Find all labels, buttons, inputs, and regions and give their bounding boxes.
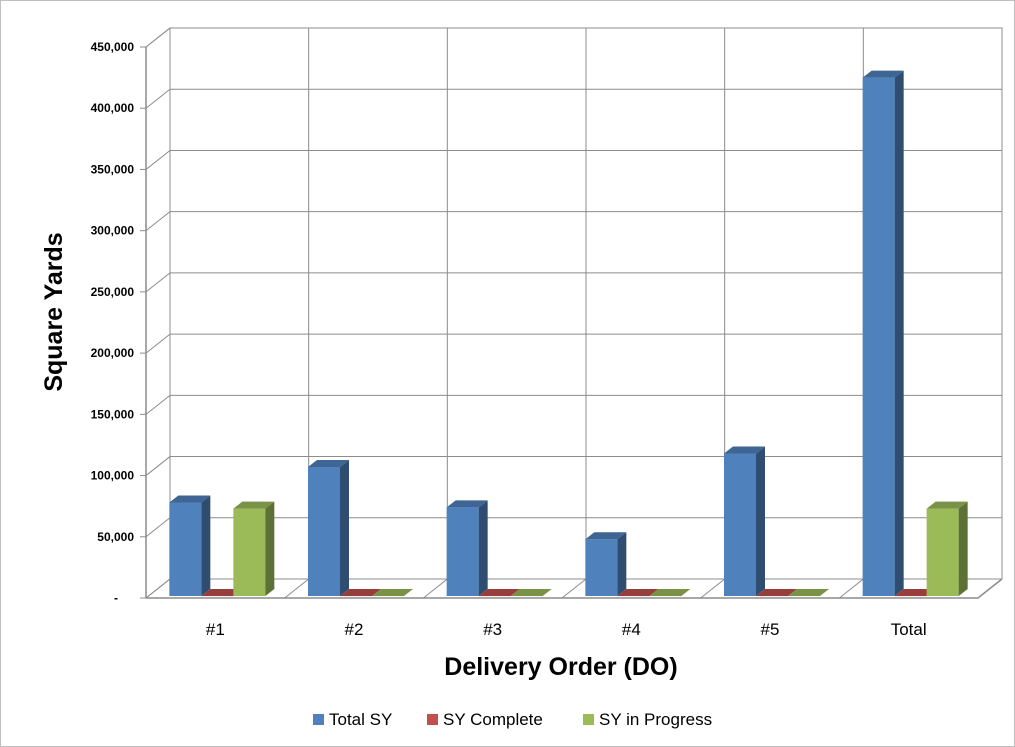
- floor-divider: [700, 578, 725, 599]
- bar-top: [478, 589, 520, 596]
- floor-divider: [839, 578, 864, 599]
- legend-label: SY Complete: [443, 710, 543, 729]
- legend-item: SY in Progress: [583, 710, 712, 729]
- x-tick-label: #3: [483, 620, 502, 639]
- bar: [756, 589, 797, 597]
- y-tick-label: 50,000: [97, 530, 134, 544]
- bar-front: [233, 508, 266, 596]
- bar-side: [265, 501, 275, 596]
- bar: [169, 495, 211, 596]
- y-axis-ticks: - 50,000 100,000 150,000 200,000 250,000 300,0…: [91, 40, 146, 605]
- chart-bars: [169, 70, 968, 597]
- bar-front: [724, 453, 756, 596]
- bar-top: [308, 459, 349, 467]
- x-tick-label: #4: [622, 620, 641, 639]
- bar-top: [926, 501, 968, 509]
- y-tick-label: 300,000: [91, 224, 135, 238]
- bar-top: [894, 589, 936, 596]
- bar: [724, 446, 765, 596]
- legend-swatch: [583, 714, 594, 725]
- bar-front: [585, 539, 618, 596]
- x-tick-label: #2: [345, 620, 364, 639]
- bar-top: [510, 589, 552, 596]
- gridline: [145, 27, 1002, 48]
- bar-top: [649, 589, 691, 596]
- bar-side: [756, 446, 765, 596]
- y-tick-label: 100,000: [91, 469, 135, 483]
- legend-label: SY in Progress: [599, 710, 712, 729]
- bar-side: [201, 495, 211, 596]
- floor-divider: [561, 578, 587, 599]
- y-tick-label: 150,000: [91, 407, 135, 421]
- bar-top: [617, 589, 659, 596]
- bar-side: [617, 532, 627, 596]
- bar-side: [478, 500, 488, 596]
- x-tick-label: Total: [891, 620, 927, 639]
- x-axis-ticks: #1 #2 #3 #4 #5 Total: [206, 620, 927, 639]
- bar: [372, 589, 413, 597]
- bar-front: [308, 466, 340, 596]
- y-tick-label: 250,000: [91, 285, 135, 299]
- y-tick-label: 200,000: [91, 346, 135, 360]
- bar: [585, 532, 627, 596]
- bar: [340, 589, 381, 597]
- x-tick-label: #1: [206, 620, 225, 639]
- bar-top: [756, 589, 797, 596]
- floor-edge: [145, 578, 171, 599]
- bar: [788, 589, 829, 597]
- bar: [201, 589, 243, 597]
- bar-top: [233, 501, 275, 509]
- legend-swatch: [427, 714, 438, 725]
- y-tick-label: 400,000: [91, 101, 135, 115]
- y-axis-title: Square Yards: [40, 232, 68, 391]
- bar-top: [169, 495, 211, 503]
- bar-side: [340, 459, 349, 596]
- bar-front: [446, 507, 479, 596]
- bar-side: [894, 70, 904, 597]
- floor-divider: [977, 578, 1003, 599]
- bar-top: [788, 589, 829, 596]
- y-tick-label: 450,000: [91, 40, 135, 54]
- y-tick-label: -: [114, 591, 118, 605]
- bar-front: [862, 77, 895, 597]
- bar: [617, 589, 659, 597]
- y-tick-label: 350,000: [91, 162, 135, 176]
- legend-item: Total SY: [313, 710, 392, 729]
- legend-label: Total SY: [329, 710, 392, 729]
- bar: [446, 500, 488, 596]
- floor-divider: [423, 578, 448, 599]
- bar: [510, 589, 552, 597]
- bar-front: [169, 502, 202, 596]
- bar-top: [340, 589, 381, 596]
- bar: [478, 589, 520, 597]
- x-axis-title: Delivery Order (DO): [444, 653, 677, 681]
- legend-item: SY Complete: [427, 710, 543, 729]
- bar-side: [958, 501, 968, 596]
- floor-divider: [284, 578, 309, 599]
- chart-legend: Total SY SY Complete SY in Progress: [313, 710, 712, 729]
- bar: [926, 501, 968, 596]
- chart-grid: [145, 27, 1003, 599]
- bar-front: [926, 508, 959, 596]
- bar: [862, 70, 904, 597]
- bar-top: [724, 446, 765, 454]
- bar-top: [446, 500, 488, 508]
- bar-top: [201, 589, 243, 596]
- bar: [649, 589, 691, 597]
- bar-top: [862, 70, 904, 78]
- bar: [308, 459, 349, 596]
- x-tick-label: #5: [761, 620, 780, 639]
- bar-top: [372, 589, 413, 596]
- bar: [233, 501, 275, 596]
- legend-swatch: [313, 714, 324, 725]
- bar: [894, 589, 936, 597]
- bar-top: [585, 532, 627, 540]
